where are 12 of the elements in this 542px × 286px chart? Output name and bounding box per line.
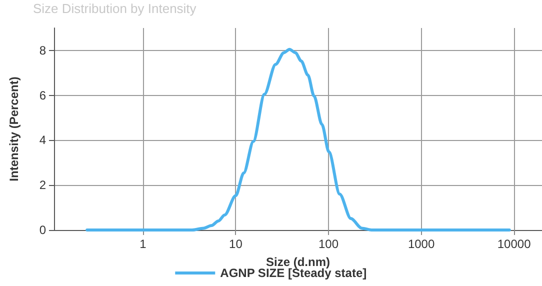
x-tick-label: 1 bbox=[140, 237, 147, 251]
y-tick-label: 4 bbox=[39, 133, 46, 148]
y-tick-label: 6 bbox=[39, 88, 46, 102]
x-axis-title: Size (d.nm) bbox=[266, 255, 330, 269]
y-tick-label: 0 bbox=[39, 223, 46, 237]
y-tick-label: 8 bbox=[39, 43, 46, 58]
x-tick-label: 1000 bbox=[408, 237, 435, 251]
y-axis-title: Intensity (Percent) bbox=[7, 76, 21, 182]
x-tick-label: 100 bbox=[318, 237, 339, 251]
y-tick-label: 2 bbox=[39, 178, 46, 192]
x-tick-label: 10 bbox=[229, 237, 243, 251]
x-tick-label: 10000 bbox=[497, 237, 532, 251]
